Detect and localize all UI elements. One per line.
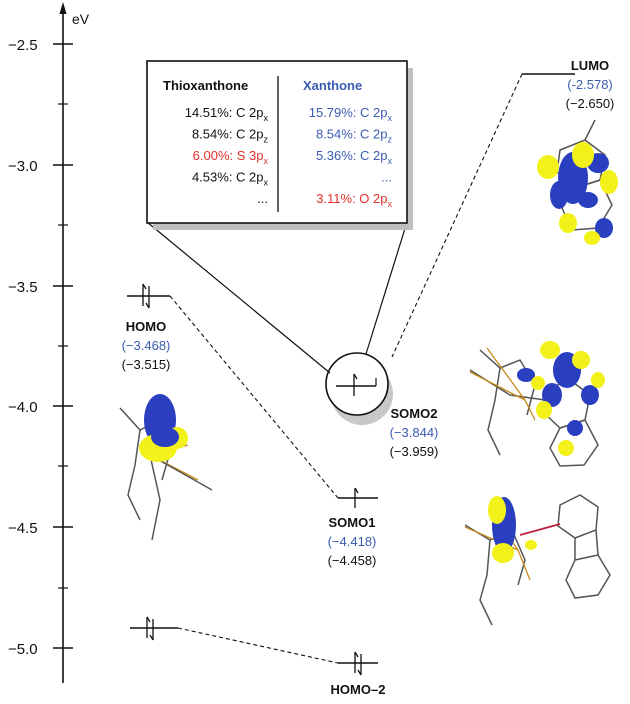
level-value-blue: (-2.578) bbox=[567, 77, 613, 92]
row-text: 3.11%: O 2p bbox=[316, 191, 387, 206]
thioxanthone-table-row: 8.54%: C 2pz bbox=[192, 127, 269, 145]
thioxanthone-table-row: 4.53%: C 2px bbox=[192, 170, 269, 188]
homo2-connector bbox=[177, 627, 339, 664]
energy-axis: eV −2.5 −3.0 −3.5 −4.0 −4.5 −5.0 bbox=[8, 2, 90, 683]
row-subscript: z bbox=[388, 135, 393, 145]
somo2-magnifier bbox=[325, 352, 393, 425]
tick-label-4-0: −4.0 bbox=[8, 399, 38, 416]
row-text: ... bbox=[257, 191, 268, 206]
zoom-line-right bbox=[365, 221, 408, 355]
row-text: 8.54%: C 2p bbox=[316, 127, 388, 142]
level-name: SOMO2 bbox=[391, 406, 438, 421]
homo2-level bbox=[130, 616, 378, 676]
row-subscript: x bbox=[264, 113, 269, 123]
somo2-label: SOMO2 (−3.844) (−3.959) bbox=[390, 406, 439, 459]
row-text: 4.53%: C 2p bbox=[192, 170, 264, 185]
somo1-level bbox=[338, 487, 378, 508]
thioxanthone-table-row: 14.51%: C 2px bbox=[185, 105, 269, 123]
row-text: 5.36%: C 2p bbox=[316, 148, 388, 163]
tick-label-3-0: −3.0 bbox=[8, 158, 38, 175]
row-subscript: x bbox=[388, 199, 393, 209]
xanthone-table-row: 15.79%: C 2px bbox=[309, 105, 393, 123]
somo1-label: SOMO1 (−4.418) (−4.458) bbox=[328, 515, 377, 568]
tick-label-5-0: −5.0 bbox=[8, 641, 38, 658]
level-value-black: (−4.458) bbox=[328, 553, 377, 568]
xanthone-table-row: 3.11%: O 2px bbox=[316, 191, 392, 209]
tick-label-4-5: −4.5 bbox=[8, 520, 38, 537]
table-header-thioxanthone: Thioxanthone bbox=[163, 78, 248, 93]
level-name: HOMO–2 bbox=[331, 682, 386, 697]
lumo-label: LUMO (-2.578) (−2.650) bbox=[566, 58, 615, 111]
homo2-label: HOMO–2 bbox=[331, 682, 386, 697]
thioxanthone-table-row: 6.00%: S 3px bbox=[193, 148, 269, 166]
axis-arrow-icon bbox=[59, 2, 67, 14]
homo-somo1-connector bbox=[169, 295, 339, 499]
row-text: 15.79%: C 2p bbox=[309, 105, 388, 120]
row-subscript: x bbox=[388, 113, 393, 123]
tick-label-3-5: −3.5 bbox=[8, 279, 38, 296]
table-header-xanthone: Xanthone bbox=[303, 78, 362, 93]
level-name: HOMO bbox=[126, 319, 166, 334]
electron-pair-icon bbox=[146, 616, 154, 641]
tick-label-2-5: −2.5 bbox=[8, 37, 38, 54]
electron-pair-icon bbox=[142, 283, 150, 309]
axis-ticks bbox=[53, 43, 73, 649]
lumo-orbital-picture bbox=[537, 119, 618, 245]
axis-unit-label: eV bbox=[72, 11, 90, 27]
row-text: 6.00%: S 3p bbox=[193, 148, 264, 163]
row-text: 8.54%: C 2p bbox=[192, 127, 264, 142]
somo2-orbital-picture bbox=[469, 341, 605, 467]
homo-label: HOMO (−3.468) (−3.515) bbox=[122, 319, 171, 372]
level-value-blue: (−4.418) bbox=[328, 534, 377, 549]
level-name: LUMO bbox=[571, 58, 609, 73]
homo-level bbox=[127, 283, 170, 309]
level-value-black: (−3.515) bbox=[122, 357, 171, 372]
row-subscript: x bbox=[264, 156, 269, 166]
level-value-black: (−3.959) bbox=[390, 444, 439, 459]
electron-pair-icon bbox=[354, 651, 362, 676]
xanthone-table-row: 5.36%: C 2px bbox=[316, 148, 393, 166]
row-subscript: x bbox=[388, 156, 393, 166]
row-text: ... bbox=[381, 170, 392, 185]
level-value-blue: (−3.468) bbox=[122, 338, 171, 353]
lumo-somo2-connector bbox=[391, 73, 523, 358]
level-name: SOMO1 bbox=[329, 515, 376, 530]
xanthone-table-row: 8.54%: C 2pz bbox=[316, 127, 393, 145]
zoom-line-left bbox=[146, 221, 331, 374]
row-text: 14.51%: C 2p bbox=[185, 105, 264, 120]
row-subscript: x bbox=[264, 178, 269, 188]
row-subscript: z bbox=[264, 135, 269, 145]
level-value-blue: (−3.844) bbox=[390, 425, 439, 440]
homo-orbital-picture bbox=[119, 394, 213, 541]
thioxanthone-table-row: ... bbox=[257, 191, 268, 206]
contribution-table: Thioxanthone Xanthone 14.51%: C 2px8.54%… bbox=[146, 60, 413, 230]
level-value-black: (−2.650) bbox=[566, 96, 615, 111]
somo1-orbital-picture bbox=[464, 494, 611, 626]
xanthone-table-row: ... bbox=[381, 170, 392, 185]
